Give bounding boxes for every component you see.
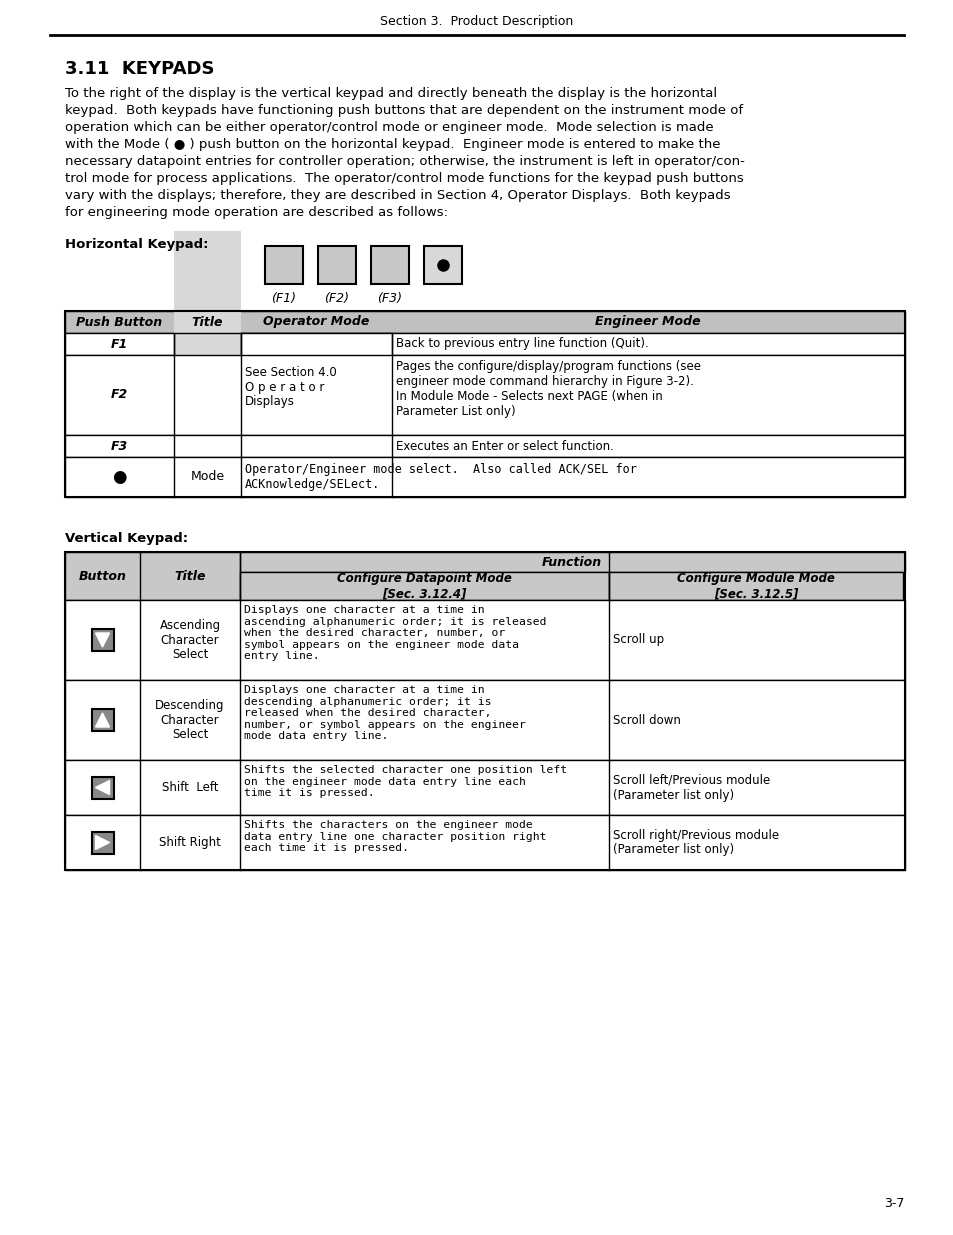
Text: See Section 4.0
O p e r a t o r
Displays: See Section 4.0 O p e r a t o r Displays	[245, 366, 336, 409]
Text: Horizontal Keypad:: Horizontal Keypad:	[65, 238, 209, 251]
Text: Operator/Engineer mode select.  Also called ACK/SEL for
ACKnowledge/SELect.: Operator/Engineer mode select. Also call…	[245, 463, 637, 492]
Text: To the right of the display is the vertical keypad and directly beneath the disp: To the right of the display is the verti…	[65, 86, 717, 100]
Bar	[65, 311, 904, 333]
Text: Push Button: Push Button	[76, 315, 162, 329]
Polygon shape	[95, 713, 110, 727]
Text: Displays one character at a time in
descending alphanumeric order; it is
release: Displays one character at a time in desc…	[244, 685, 525, 741]
Bar	[65, 354, 904, 435]
Text: Function: Function	[541, 556, 601, 568]
Bar	[65, 311, 904, 333]
Bar	[241, 333, 392, 457]
Text: Ascending
Character
Select: Ascending Character Select	[159, 619, 220, 662]
Text: Configure Datapoint Mode
[Sec. 3.12.4]: Configure Datapoint Mode [Sec. 3.12.4]	[336, 572, 512, 600]
Text: trol mode for process applications.  The operator/control mode functions for the: trol mode for process applications. The …	[65, 172, 743, 185]
Text: Engineer Mode: Engineer Mode	[595, 315, 700, 329]
Text: ●: ●	[112, 468, 127, 487]
Text: with the Mode ( ● ) push button on the horizontal keypad.  Engineer mode is ente: with the Mode ( ● ) push button on the h…	[65, 138, 720, 151]
Bar	[65, 552, 904, 869]
Text: vary with the displays; therefore, they are described in Section 4, Operator Dis: vary with the displays; therefore, they …	[65, 189, 730, 203]
Text: keypad.  Both keypads have functioning push buttons that are dependent on the in: keypad. Both keypads have functioning pu…	[65, 104, 742, 117]
Bar	[65, 815, 904, 869]
Bar	[65, 760, 904, 815]
Text: Back to previous entry line function (Quit).: Back to previous entry line function (Qu…	[395, 337, 648, 351]
Text: (F3): (F3)	[377, 291, 402, 305]
Text: Scroll up: Scroll up	[613, 634, 663, 646]
Bar	[173, 333, 241, 457]
Text: operation which can be either operator/control mode or engineer mode.  Mode sele: operation which can be either operator/c…	[65, 121, 713, 135]
Text: (F1): (F1)	[272, 291, 296, 305]
Bar	[240, 572, 608, 600]
Bar	[65, 457, 904, 496]
Bar	[65, 680, 904, 760]
Bar	[65, 552, 240, 600]
Text: F1: F1	[111, 337, 128, 351]
Bar	[265, 246, 303, 284]
Text: Executes an Enter or select function.: Executes an Enter or select function.	[395, 440, 613, 452]
Text: Displays one character at a time in
ascending alphanumeric order; it is released: Displays one character at a time in asce…	[244, 605, 546, 662]
Text: Section 3.  Product Description: Section 3. Product Description	[380, 15, 573, 28]
Text: Vertical Keypad:: Vertical Keypad:	[65, 532, 188, 545]
Polygon shape	[95, 836, 110, 850]
Text: for engineering mode operation are described as follows:: for engineering mode operation are descr…	[65, 206, 448, 219]
Text: F3: F3	[111, 440, 128, 452]
Text: Button: Button	[78, 569, 127, 583]
Text: Descending
Character
Select: Descending Character Select	[155, 699, 225, 741]
Bar	[371, 246, 409, 284]
Text: Shift  Left: Shift Left	[162, 781, 218, 794]
Text: 3-7: 3-7	[882, 1197, 903, 1210]
Bar	[65, 552, 904, 572]
Text: Pages the configure/display/program functions (see
engineer mode command hierarc: Pages the configure/display/program func…	[395, 359, 700, 417]
Polygon shape	[95, 634, 110, 647]
Bar	[65, 333, 904, 354]
Bar	[65, 311, 904, 496]
Text: Shifts the characters on the engineer mode
data entry line one character positio: Shifts the characters on the engineer mo…	[244, 820, 546, 853]
Bar	[91, 709, 113, 731]
Bar	[91, 629, 113, 651]
Text: Configure Module Mode
[Sec. 3.12.5]: Configure Module Mode [Sec. 3.12.5]	[677, 572, 834, 600]
Bar	[65, 600, 904, 680]
Bar	[91, 777, 113, 799]
Text: necessary datapoint entries for controller operation; otherwise, the instrument : necessary datapoint entries for controll…	[65, 156, 744, 168]
Bar	[65, 435, 904, 457]
Polygon shape	[95, 781, 110, 794]
Text: 3.11  KEYPADS: 3.11 KEYPADS	[65, 61, 214, 78]
Text: Title: Title	[192, 315, 223, 329]
Text: Operator Mode: Operator Mode	[263, 315, 370, 329]
Text: Scroll left/Previous module
(Parameter list only): Scroll left/Previous module (Parameter l…	[613, 773, 769, 802]
Bar	[173, 231, 241, 354]
Text: Scroll down: Scroll down	[613, 714, 680, 726]
Text: Title: Title	[174, 569, 206, 583]
Text: Shift Right: Shift Right	[159, 836, 221, 848]
Bar	[91, 831, 113, 853]
Text: Shifts the selected character one position left
on the engineer mode data entry : Shifts the selected character one positi…	[244, 764, 566, 798]
Text: F2: F2	[111, 389, 128, 401]
Text: Mode: Mode	[191, 471, 224, 483]
Bar	[423, 246, 461, 284]
Text: Scroll right/Previous module
(Parameter list only): Scroll right/Previous module (Parameter …	[613, 829, 779, 857]
Bar	[608, 572, 902, 600]
Text: (F2): (F2)	[324, 291, 349, 305]
Bar	[317, 246, 355, 284]
